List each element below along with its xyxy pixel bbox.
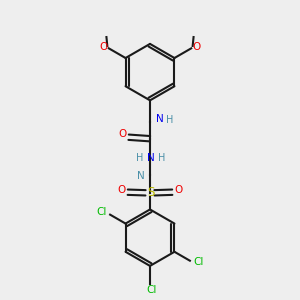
Text: H: H (158, 153, 166, 163)
Text: H: H (166, 115, 173, 125)
Text: Cl: Cl (194, 257, 204, 267)
Text: Cl: Cl (146, 285, 157, 295)
Text: N: N (136, 171, 144, 181)
Text: N: N (156, 114, 164, 124)
Text: H: H (136, 153, 143, 163)
Text: O: O (192, 42, 201, 52)
Text: S: S (147, 186, 154, 199)
Text: O: O (175, 185, 183, 195)
Text: O: O (118, 129, 127, 139)
Text: N: N (147, 153, 154, 163)
Text: O: O (117, 185, 125, 195)
Text: O: O (99, 42, 108, 52)
Text: Cl: Cl (96, 207, 106, 217)
